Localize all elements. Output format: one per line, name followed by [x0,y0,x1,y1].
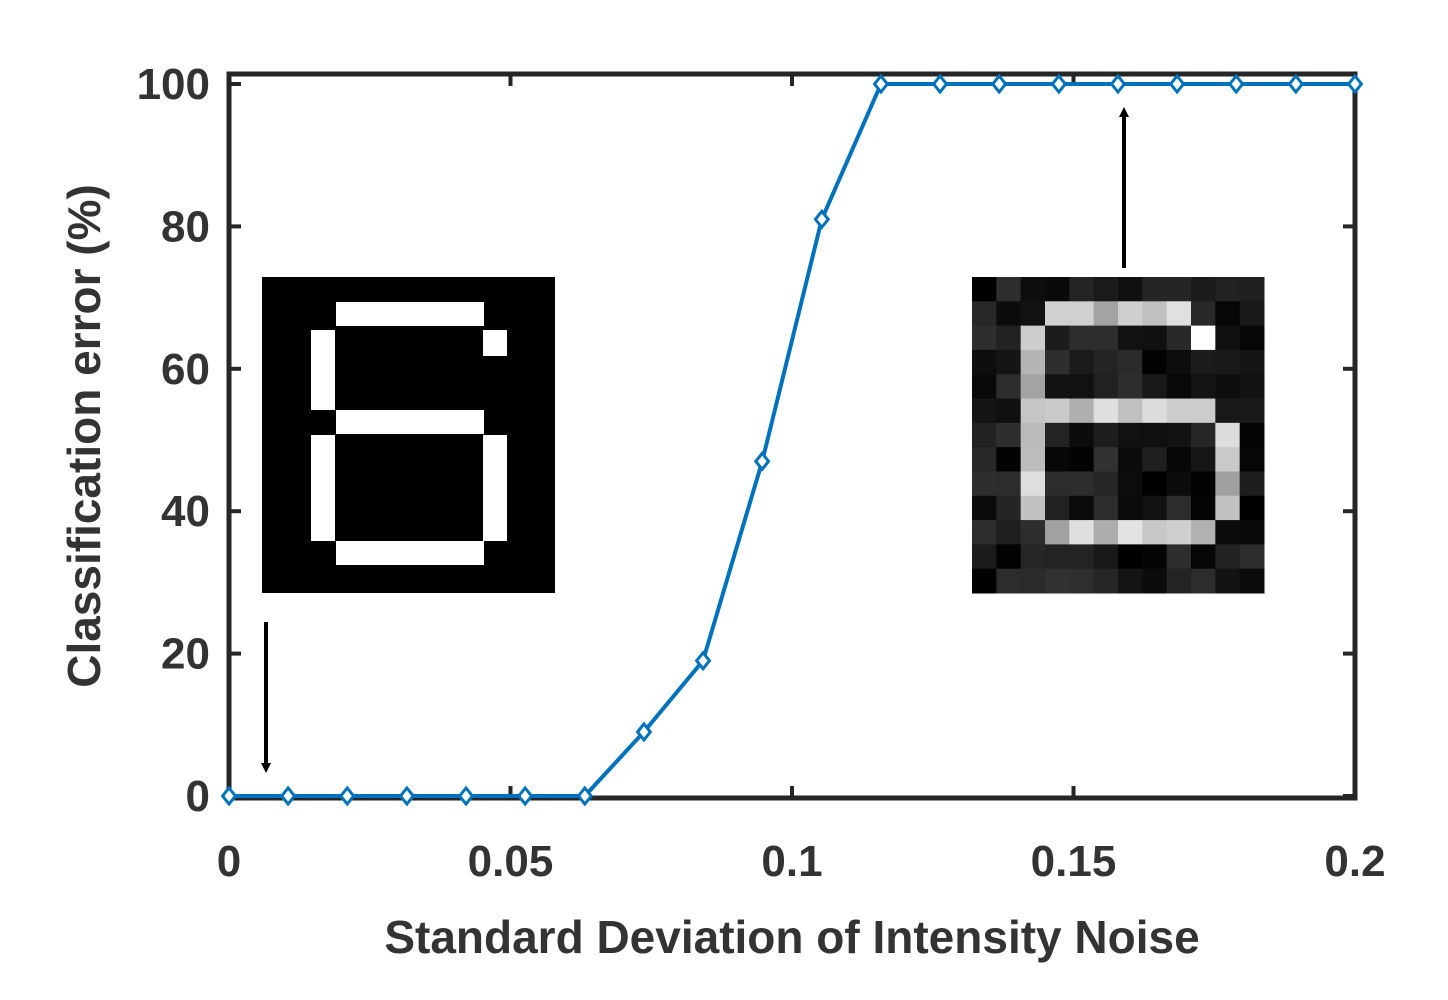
data-point-marker [1227,73,1245,95]
data-point-marker [1109,73,1127,95]
data-point-marker [516,785,534,807]
x-tick-label: 0.15 [1031,837,1117,886]
data-point-marker [931,73,949,95]
data-point-marker [1346,73,1364,95]
data-point-marker [1168,73,1186,95]
y-tick-label: 60 [161,345,210,394]
y-tick-label: 80 [161,202,210,251]
y-tick-label: 0 [186,772,210,821]
data-point-marker [872,73,890,95]
x-tick-label: 0.1 [761,837,822,886]
data-point-marker [694,650,712,672]
data-point-marker [813,208,831,230]
series-polyline [229,82,1355,798]
y-tick-label: 40 [161,487,210,536]
data-point-marker [398,785,416,807]
data-point-marker [338,785,356,807]
x-tick-label: 0 [217,837,241,886]
series-line [220,73,1364,807]
y-axis-label: Classification error (%) [58,184,110,688]
data-point-marker [576,785,594,807]
y-tick-label: 20 [161,630,210,679]
x-tick-label: 0.2 [1324,837,1385,886]
data-point-marker [635,721,653,743]
data-point-marker [990,73,1008,95]
data-point-marker [1050,73,1068,95]
data-point-marker [220,785,238,807]
noisy-digit-inset [972,277,1265,594]
tick-labels: 0 0.05 0.1 0.15 0.2 0 20 40 60 80 100 [137,60,1386,886]
data-point-marker [457,785,475,807]
x-axis-label: Standard Deviation of Intensity Noise [384,911,1199,963]
data-point-marker [753,450,771,472]
y-tick-label: 100 [137,60,210,109]
x-tick-label: 0.05 [468,837,554,886]
data-point-marker [279,785,297,807]
data-point-marker [1287,73,1305,95]
clean-digit-inset [262,277,555,593]
